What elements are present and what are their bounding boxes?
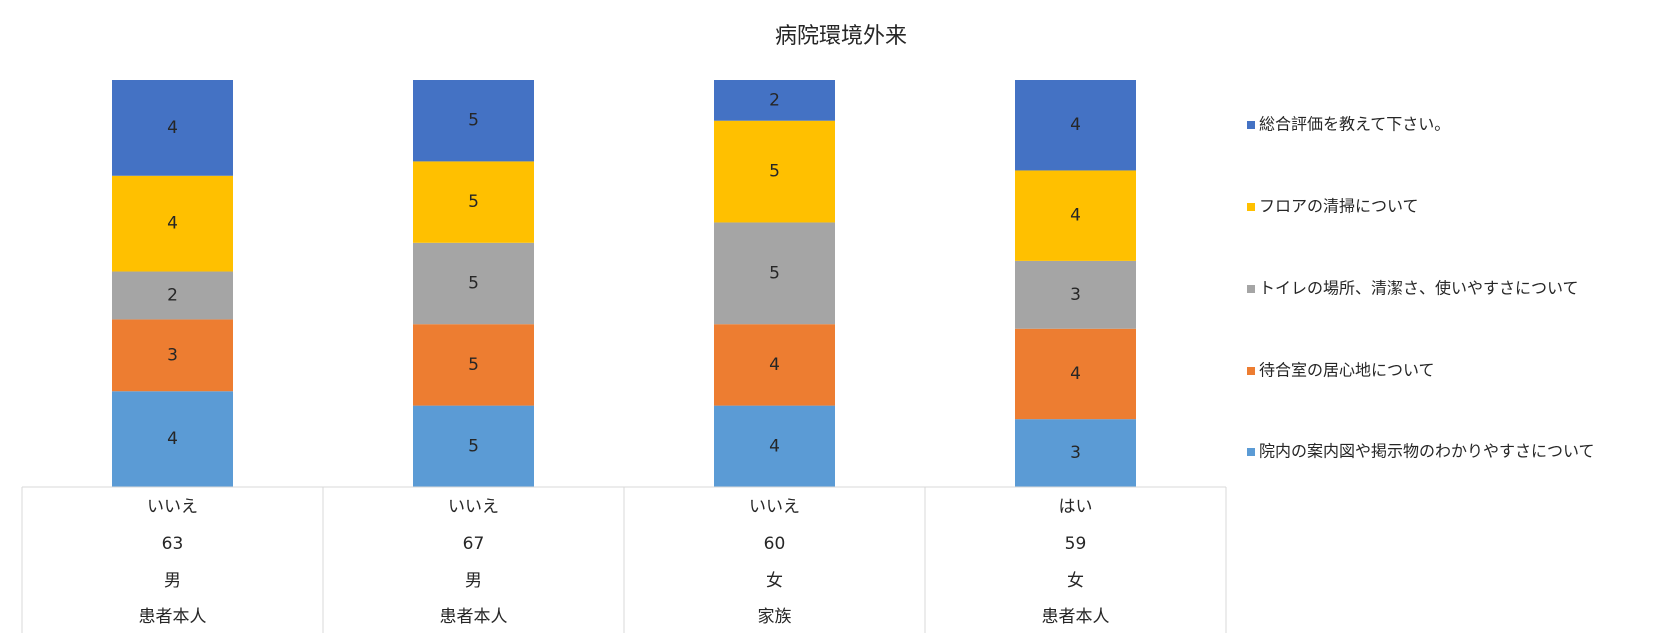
- x-tick-label: 男: [164, 571, 181, 591]
- data-label: 4: [167, 214, 178, 234]
- bar-segment: [112, 175, 233, 272]
- legend-label: 院内の案内図や掲示物のわかりやすさについて: [1259, 442, 1595, 461]
- bar-segment: [714, 80, 835, 121]
- legend-swatch: [1247, 285, 1255, 293]
- x-tick-label: 家族: [758, 607, 792, 627]
- bar-segment: [413, 161, 534, 243]
- data-label: 4: [167, 429, 178, 449]
- data-label: 4: [167, 118, 178, 138]
- x-tick-label: 63: [162, 534, 184, 554]
- legend-swatch: [1247, 121, 1255, 129]
- bar-segment: [714, 120, 835, 223]
- bar-segment: [112, 391, 233, 487]
- bar-segment: [413, 405, 534, 487]
- bar-segment: [413, 324, 534, 406]
- data-label: 4: [1070, 115, 1081, 135]
- bar-segment: [1015, 328, 1136, 420]
- data-label: 3: [1070, 285, 1081, 305]
- legend-swatch: [1247, 448, 1255, 456]
- chart-title: 病院環境外来: [775, 24, 907, 49]
- x-tick-label: いいえ: [147, 497, 198, 517]
- legend-label: 待合室の居心地について: [1259, 361, 1435, 380]
- x-tick-label: 67: [463, 534, 485, 554]
- data-label: 2: [167, 285, 178, 305]
- legend-label: トイレの場所、清潔さ、使いやすさについて: [1259, 279, 1579, 298]
- bar-segment: [112, 271, 233, 320]
- x-tick-label: 患者本人: [1042, 607, 1110, 627]
- bar-segment: [714, 222, 835, 325]
- data-label: 5: [468, 192, 479, 212]
- x-tick-label: 女: [766, 571, 783, 591]
- x-tick-label: 59: [1065, 534, 1087, 554]
- bar-segment: [1015, 419, 1136, 487]
- data-label: 5: [769, 263, 780, 283]
- legend-swatch: [1247, 367, 1255, 375]
- x-tick-label: はい: [1059, 497, 1093, 517]
- x-tick-label: 男: [465, 571, 482, 591]
- bar-segment: [413, 242, 534, 325]
- x-tick-label: 60: [764, 534, 786, 554]
- legend-label: フロアの清掃について: [1259, 197, 1419, 216]
- data-label: 5: [468, 111, 479, 131]
- data-label: 5: [769, 162, 780, 182]
- bar-segment: [1015, 260, 1136, 329]
- data-label: 4: [1070, 206, 1081, 226]
- x-tick-label: 女: [1067, 571, 1084, 591]
- bar-segment: [714, 405, 835, 487]
- x-tick-label: 患者本人: [139, 607, 207, 627]
- data-label: 4: [1070, 364, 1081, 384]
- x-tick-label: いいえ: [448, 497, 499, 517]
- bar-segment: [1015, 80, 1136, 171]
- data-label: 2: [769, 90, 780, 110]
- data-label: 3: [1070, 443, 1081, 463]
- x-tick-label: いいえ: [749, 497, 800, 517]
- legend-swatch: [1247, 203, 1255, 211]
- x-tick-label: 患者本人: [440, 607, 508, 627]
- bar-segment: [1015, 170, 1136, 261]
- data-label: 5: [468, 355, 479, 375]
- legend-label: 総合評価を教えて下さい。: [1259, 115, 1450, 134]
- bar-segment: [112, 80, 233, 176]
- data-label: 4: [769, 355, 780, 375]
- bar-segment: [112, 319, 233, 392]
- data-label: 5: [468, 274, 479, 294]
- data-label: 3: [167, 345, 178, 365]
- data-label: 4: [769, 436, 780, 456]
- bar-segment: [714, 324, 835, 406]
- data-label: 5: [468, 436, 479, 456]
- bar-segment: [413, 80, 534, 162]
